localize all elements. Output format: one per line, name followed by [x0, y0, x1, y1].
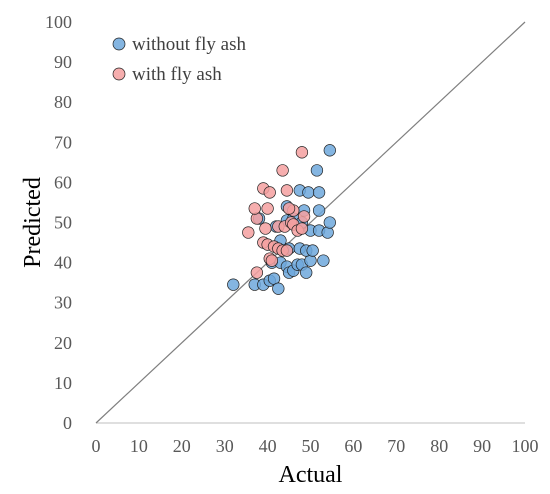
- point-with-fly-ash: [259, 222, 272, 235]
- point-with-fly-ash: [250, 212, 264, 225]
- y-tick-labels: 0 10 20 30 40 50 60 70 80 90 100: [45, 12, 72, 433]
- point-without-fly-ash: [302, 186, 315, 199]
- point-with-fly-ash: [276, 164, 289, 177]
- identity-line: [95, 21, 526, 424]
- point-without-fly-ash: [317, 254, 330, 267]
- point-with-fly-ash: [295, 146, 309, 159]
- point-without-fly-ash: [272, 282, 285, 295]
- x-axis-title: Actual: [279, 462, 343, 488]
- y-tick-label: 90: [54, 52, 72, 72]
- point-with-fly-ash: [280, 184, 294, 197]
- y-tick-label: 60: [54, 172, 72, 192]
- point-with-fly-ash: [280, 244, 294, 257]
- point-with-fly-ash: [295, 222, 309, 235]
- point-with-fly-ash: [248, 202, 261, 215]
- y-tick-label: 100: [45, 12, 72, 32]
- y-tick-label: 40: [54, 253, 72, 273]
- point-without-fly-ash: [323, 216, 336, 229]
- y-tick-label: 50: [54, 213, 72, 233]
- y-tick-label: 0: [63, 413, 72, 433]
- x-tick-label: 70: [387, 436, 405, 456]
- point-with-fly-ash: [263, 186, 276, 199]
- legend-label: with fly ash: [132, 64, 222, 85]
- point-with-fly-ash: [265, 254, 279, 267]
- y-tick-label: 10: [54, 373, 72, 393]
- legend-marker: [112, 37, 126, 51]
- y-tick-label: 70: [54, 132, 72, 152]
- x-tick-label: 30: [216, 436, 234, 456]
- legend-label: without fly ash: [132, 34, 246, 55]
- x-tick-label: 90: [473, 436, 491, 456]
- y-tick-label: 30: [54, 293, 72, 313]
- x-tick-label: 80: [430, 436, 448, 456]
- point-without-fly-ash: [300, 266, 313, 279]
- data-points: [227, 144, 336, 295]
- y-tick-label: 80: [54, 92, 72, 112]
- point-with-fly-ash: [282, 202, 296, 215]
- x-tick-label: 60: [344, 436, 362, 456]
- point-without-fly-ash: [323, 144, 336, 157]
- x-tick-label: 0: [92, 436, 101, 456]
- point-without-fly-ash: [306, 244, 319, 257]
- legend: without fly ash with fly ash: [112, 34, 246, 85]
- point-without-fly-ash: [312, 186, 326, 199]
- x-tick-labels: 0 10 20 30 40 50 60 70 80 90 100: [92, 436, 539, 456]
- point-with-fly-ash: [242, 226, 255, 239]
- x-tick-label: 40: [259, 436, 277, 456]
- point-with-fly-ash: [261, 202, 274, 215]
- point-with-fly-ash: [297, 210, 311, 223]
- x-tick-label: 100: [512, 436, 539, 456]
- point-with-fly-ash: [250, 266, 264, 279]
- legend-marker: [112, 67, 126, 81]
- point-without-fly-ash: [227, 278, 240, 291]
- y-tick-label: 20: [54, 333, 72, 353]
- point-without-fly-ash: [310, 164, 324, 177]
- x-tick-label: 50: [302, 436, 320, 456]
- y-axis-title: Predicted: [20, 177, 46, 268]
- x-tick-label: 10: [130, 436, 148, 456]
- point-without-fly-ash: [321, 226, 334, 239]
- x-tick-label: 20: [173, 436, 191, 456]
- point-without-fly-ash: [312, 204, 326, 217]
